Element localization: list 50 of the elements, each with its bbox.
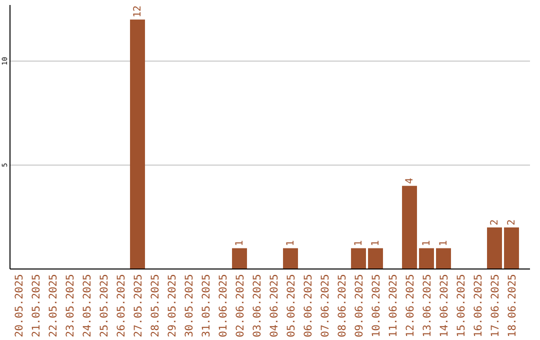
x-tick-label: 04.06.2025 xyxy=(268,274,280,338)
x-tick-label: 27.05.2025 xyxy=(132,274,144,338)
x-tick-label: 03.06.2025 xyxy=(252,274,264,338)
bar xyxy=(419,248,434,269)
data-label: 1 xyxy=(234,240,246,246)
data-label: 2 xyxy=(490,219,500,226)
x-tick-label: 30.05.2025 xyxy=(184,274,196,338)
data-label: 1 xyxy=(370,240,382,246)
bar xyxy=(368,248,383,269)
x-tick-label: 05.06.2025 xyxy=(286,274,298,338)
data-label: 1 xyxy=(354,240,364,246)
bar xyxy=(402,186,417,269)
x-tick-label: 07.06.2025 xyxy=(320,274,332,338)
x-tick-label: 25.05.2025 xyxy=(98,274,110,338)
data-label: 12 xyxy=(132,6,144,18)
data-label: 1 xyxy=(422,240,432,246)
data-label: 1 xyxy=(438,240,450,246)
x-tick-label: 29.05.2025 xyxy=(166,274,178,338)
bar xyxy=(283,248,298,269)
x-tick-label: 26.05.2025 xyxy=(116,274,128,338)
x-tick-label: 02.06.2025 xyxy=(234,274,246,338)
x-tick-label: 13.06.2025 xyxy=(422,274,434,338)
x-tick-label: 23.05.2025 xyxy=(64,274,76,338)
x-tick-label: 06.06.2025 xyxy=(302,274,314,338)
data-label: 1 xyxy=(286,240,296,246)
bar xyxy=(351,248,366,269)
x-tick-label: 16.06.2025 xyxy=(472,274,484,338)
x-tick-label: 22.05.2025 xyxy=(48,274,60,338)
x-tick-label: 17.06.2025 xyxy=(490,274,502,338)
x-tick-label: 10.06.2025 xyxy=(370,274,382,338)
data-label: 4 xyxy=(404,178,416,184)
bar xyxy=(232,248,247,269)
x-tick-label: 24.05.2025 xyxy=(82,274,94,338)
x-tick-label: 18.06.2025 xyxy=(506,274,518,338)
x-tick-label: 20.05.2025 xyxy=(14,274,26,338)
x-tick-label: 11.06.2025 xyxy=(388,274,400,338)
x-tick-label: 08.06.2025 xyxy=(336,274,348,338)
x-tick-label: 12.06.2025 xyxy=(404,274,416,338)
x-tick-label: 09.06.2025 xyxy=(354,274,366,338)
x-tick-label: 31.05.2025 xyxy=(200,274,212,338)
x-tick-label: 01.06.2025 xyxy=(218,274,230,338)
bar xyxy=(504,227,519,269)
bar xyxy=(130,20,145,269)
x-tick-label: 15.06.2025 xyxy=(456,274,468,338)
x-tick-label: 28.05.2025 xyxy=(150,274,162,338)
bar xyxy=(436,248,451,269)
x-tick-label: 21.05.2025 xyxy=(30,274,42,338)
data-label: 2 xyxy=(506,219,518,226)
x-tick-label: 14.06.2025 xyxy=(438,274,450,338)
bar xyxy=(487,227,502,269)
